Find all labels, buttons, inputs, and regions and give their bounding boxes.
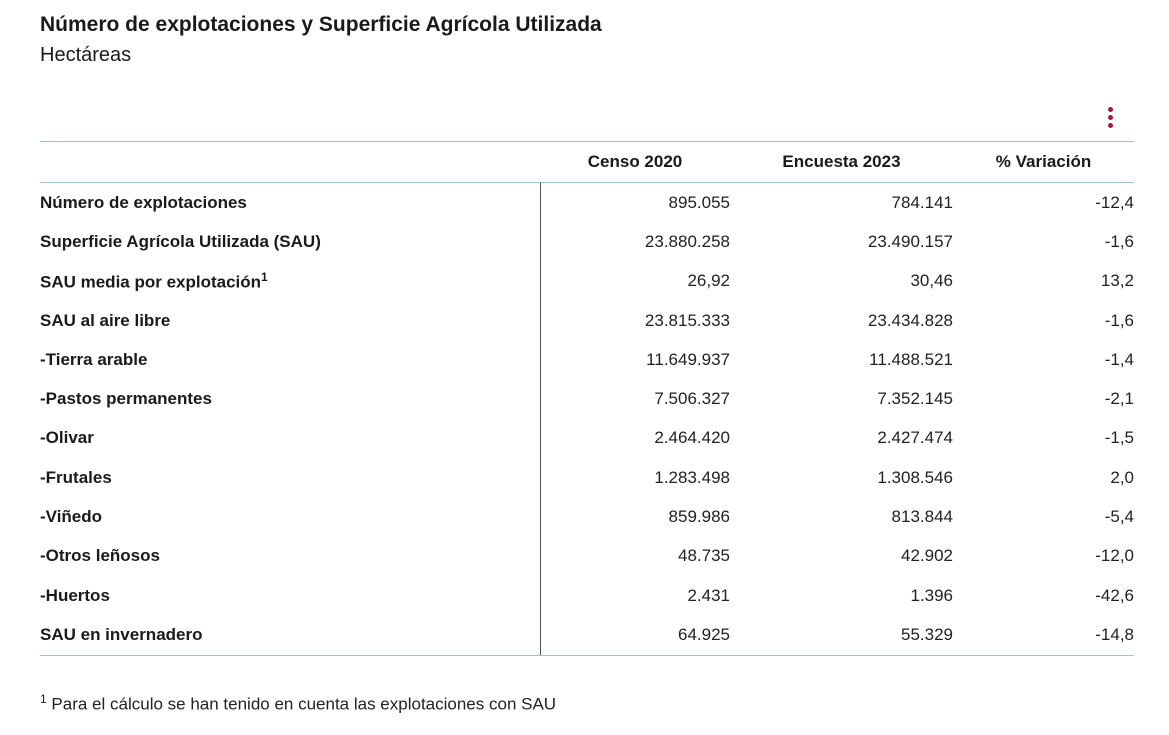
cell-censo-2020: 23.880.258 [539, 222, 730, 262]
row-label-text: SAU en invernadero [40, 624, 203, 644]
cell-encuesta-2023: 23.434.828 [867, 310, 953, 330]
cell-encuesta-2023: 55.329 [730, 615, 953, 656]
table-row: SAU media por explotación1 26,92 30,46 13,2 [40, 261, 1134, 301]
cell-encuesta-2023: 30,46 [910, 271, 953, 291]
column-header-variacion: % Variación [953, 141, 1134, 183]
cell-censo-2020: 859.986 [539, 497, 730, 537]
cell-encuesta-2023: 2.427.474 [877, 428, 953, 448]
row-label: SAU al aire libre [40, 301, 540, 340]
column-header-encuesta-2023: Encuesta 2023 [730, 141, 953, 183]
cell-censo-2020: 2.464.420 [539, 418, 730, 459]
cell-variacion: -12,0 [1095, 546, 1134, 566]
cell-censo-2020: 2.431 [539, 575, 730, 616]
row-label: -Olivar [40, 419, 540, 458]
cell-encuesta-2023: 11.488.521 [869, 349, 953, 369]
column-header-label [40, 141, 540, 183]
table-row: -Pastos permanentes 7.506.327 7.352.145 -2,… [40, 379, 1134, 419]
more-vertical-icon[interactable] [1101, 104, 1119, 130]
cell-encuesta-2023: 7.352.145 [877, 389, 953, 409]
cell-encuesta-2023: 42.902 [901, 546, 953, 566]
page-subtitle: Hectáreas [40, 44, 132, 66]
footnote-reference: 1 [261, 269, 268, 284]
footnote: 1 Para el cálculo se han tenido en cuent… [40, 692, 556, 715]
table-header-row: Censo 2020 Encuesta 2023 % Variación [40, 141, 1134, 183]
footnote-text: Para el cálculo se han tenido en cuenta … [51, 694, 557, 714]
menu-dot [1107, 114, 1113, 120]
table-row: -Olivar 2.464.420 2.427.474 -1,5 [40, 418, 1134, 459]
cell-censo-2020: 23.815.333 [539, 300, 730, 341]
cell-variacion: -1,6 [1104, 310, 1134, 330]
table-row: -Frutales 1.283.498 1.308.546 2,0 [40, 458, 1134, 498]
row-label: -Huertos [40, 576, 540, 615]
table-row: Número de explotaciones 895.055 784.141 -12… [40, 182, 1134, 223]
cell-censo-2020: 48.735 [539, 536, 730, 576]
row-label-text: -Frutales [40, 467, 112, 487]
menu-dot [1107, 106, 1113, 112]
row-label-text: SAU media por explotación [40, 272, 262, 292]
row-label: -Otros leñosos [40, 537, 540, 576]
cell-encuesta-2023: 1.396 [910, 585, 953, 605]
table-row: -Otros leñosos 48.735 42.902 -12,0 [40, 536, 1134, 576]
row-label-text: -Pastos permanentes [40, 389, 212, 409]
table-row: -Tierra arable 11.649.937 11.488.521 -1,4 [40, 340, 1134, 380]
page-title: Número de explotaciones y Superficie Agr… [40, 13, 602, 36]
row-label-text: -Olivar [40, 428, 94, 448]
table-row: SAU en invernadero 64.925 55.329 -14,8 [40, 615, 1134, 656]
row-label-text: Número de explotaciones [40, 192, 247, 212]
row-label-text: SAU al aire libre [40, 310, 171, 330]
table-row: Superficie Agrícola Utilizada (SAU) 23.88… [40, 222, 1134, 262]
cell-variacion: 13,2 [1100, 271, 1134, 291]
cell-variacion: -1,4 [1104, 349, 1134, 369]
row-label: SAU en invernadero [40, 615, 540, 656]
table-body: Número de explotaciones 895.055 784.141 -12… [40, 182, 1134, 656]
row-label-text: Superficie Agrícola Utilizada (SAU) [40, 231, 321, 251]
cell-variacion: -1,6 [1104, 231, 1134, 251]
row-label-text: -Tierra arable [40, 349, 148, 369]
cell-variacion: -5,4 [1104, 507, 1134, 527]
cell-censo-2020: 26,92 [539, 261, 730, 301]
cell-variacion: -1,5 [1104, 428, 1134, 448]
footnote-marker: 1 [40, 692, 47, 706]
menu-dot [1107, 122, 1113, 128]
row-label: -Tierra arable [40, 340, 540, 379]
table-row: -Huertos 2.431 1.396 -42,6 [40, 575, 1134, 616]
table-row: SAU al aire libre 23.815.333 23.434.828 -1,… [40, 300, 1134, 341]
cell-censo-2020: 64.925 [539, 615, 730, 656]
cell-encuesta-2023: 23.490.157 [867, 231, 953, 251]
row-label-text: -Otros leñosos [40, 546, 160, 566]
row-label: -Viñedo [40, 497, 540, 536]
data-table: Censo 2020 Encuesta 2023 % Variación Núm… [40, 141, 1134, 656]
cell-variacion: 2,0 [1110, 467, 1134, 487]
row-label: Número de explotaciones [40, 183, 540, 223]
cell-encuesta-2023: 813.844 [891, 507, 953, 527]
cell-encuesta-2023: 1.308.546 [877, 467, 953, 487]
row-label: -Pastos permanentes [40, 379, 540, 418]
cell-censo-2020: 1.283.498 [539, 458, 730, 498]
cell-variacion: -12,4 [1095, 192, 1134, 212]
column-header-censo-2020: Censo 2020 [540, 141, 730, 183]
row-label: SAU media por explotación1 [40, 262, 540, 301]
cell-variacion: -42,6 [1095, 585, 1134, 605]
cell-censo-2020: 7.506.327 [539, 379, 730, 419]
cell-censo-2020: 11.649.937 [539, 340, 730, 380]
cell-encuesta-2023: 784.141 [891, 192, 953, 212]
cell-censo-2020: 895.055 [539, 182, 730, 223]
row-label: -Frutales [40, 458, 540, 497]
cell-variacion: -14,8 [953, 615, 1134, 656]
row-label-text: -Huertos [40, 585, 110, 605]
row-label: Superficie Agrícola Utilizada (SAU) [40, 222, 540, 261]
row-label-text: -Viñedo [40, 507, 103, 527]
cell-variacion: -2,1 [1104, 389, 1134, 409]
table-row: -Viñedo 859.986 813.844 -5,4 [40, 497, 1134, 537]
